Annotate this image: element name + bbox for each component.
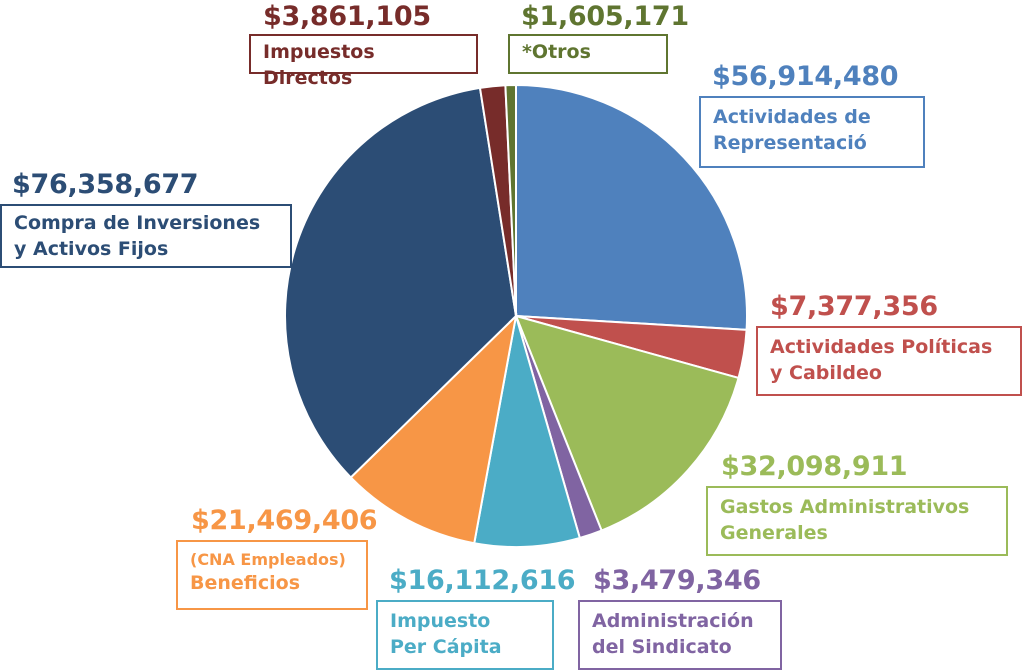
- label-line: Impuesto: [390, 610, 491, 632]
- pie-slice-compra-inversiones: [284, 86, 518, 479]
- pie-slice-beneficios: [349, 313, 518, 545]
- label-line: *Otros: [522, 41, 591, 63]
- amount-actividades-politicas: $7,377,356: [770, 291, 938, 322]
- pie-slice-gastos-administrativos: [514, 314, 740, 532]
- label-line: y Activos Fijos: [14, 238, 169, 260]
- label-impuesto-per-capita: Impuesto Per Cápita: [376, 600, 554, 670]
- label-line: Gastos Administrativos: [720, 496, 970, 518]
- pie-slice-actividades-representacion: [515, 83, 748, 331]
- label-line: del Sindicato: [592, 636, 732, 658]
- amount-beneficios: $21,469,406: [191, 505, 378, 536]
- label-line: Generales: [720, 522, 828, 544]
- label-line: Representació: [713, 132, 867, 154]
- label-line: Actividades Políticas: [770, 336, 993, 358]
- label-line: Beneficios: [190, 572, 301, 594]
- pie-slice-impuesto-per-capita: [473, 315, 582, 548]
- pie-slice-otros: [504, 83, 517, 317]
- label-otros: *Otros: [508, 34, 668, 74]
- label-compra-inversiones: Compra de Inversiones y Activos Fijos: [0, 204, 292, 268]
- label-line: Impuestos Directos: [263, 41, 375, 89]
- label-line: Actividades de: [713, 106, 871, 128]
- amount-impuestos-directos: $3,861,105: [263, 1, 431, 32]
- label-line: Per Cápita: [390, 636, 502, 658]
- label-line: Administración: [592, 610, 754, 632]
- amount-actividades-representacion: $56,914,480: [712, 61, 899, 92]
- label-actividades-representacion: Actividades de Representació: [699, 96, 925, 168]
- label-beneficios: (CNA Empleados) Beneficios: [176, 540, 368, 610]
- label-sub: (CNA Empleados): [190, 550, 346, 569]
- label-actividades-politicas: Actividades Políticas y Cabildeo: [756, 326, 1022, 396]
- amount-gastos-administrativos: $32,098,911: [721, 451, 908, 482]
- label-impuestos-directos: Impuestos Directos: [249, 34, 478, 89]
- amount-otros: $1,605,171: [521, 1, 689, 32]
- amount-compra-inversiones: $76,358,677: [12, 169, 199, 200]
- label-line: y Cabildeo: [770, 362, 882, 384]
- label-line: Compra de Inversiones: [14, 212, 261, 234]
- amount-impuesto-per-capita: $16,112,616: [389, 565, 576, 596]
- label-gastos-administrativos: Gastos Administrativos Generales: [706, 486, 1008, 556]
- amount-administracion-sindicato: $3,479,346: [593, 565, 761, 596]
- label-administracion-sindicato: Administración del Sindicato: [578, 600, 782, 670]
